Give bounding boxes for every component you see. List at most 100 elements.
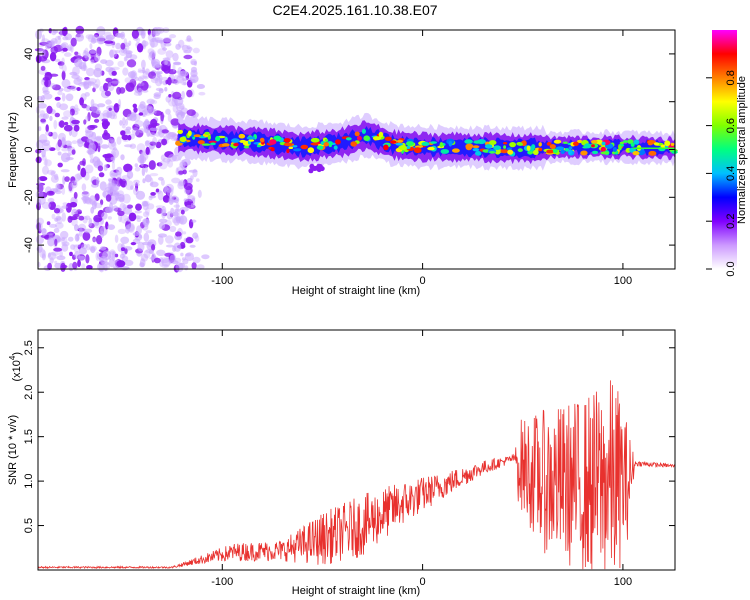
noise-blob — [116, 260, 126, 268]
noise-blob — [149, 141, 157, 146]
signal-hotspot — [439, 142, 444, 148]
noise-blob — [91, 131, 97, 140]
noise-blob — [67, 236, 74, 242]
noise-blob — [74, 233, 80, 242]
noise-blob — [166, 189, 170, 198]
noise-blob — [156, 162, 163, 167]
noise-blob — [98, 172, 105, 178]
noise-blob — [142, 201, 149, 211]
noise-blob — [122, 67, 129, 76]
noise-blob — [164, 60, 168, 66]
noise-blob — [170, 207, 175, 215]
noise-blob — [117, 228, 127, 235]
snr-y-tick-label: 2.0 — [23, 385, 35, 400]
colorbar-tick-label: 0.8 — [725, 70, 737, 85]
noise-blob — [58, 64, 64, 70]
noise-blob — [73, 180, 78, 184]
noise-blob — [143, 232, 150, 242]
noise-blob — [179, 179, 186, 186]
noise-blob — [35, 156, 42, 164]
noise-blob — [89, 245, 97, 252]
signal-hotspot — [224, 136, 228, 143]
noise-blob — [48, 41, 55, 48]
noise-blob — [100, 144, 109, 149]
noise-blob — [149, 181, 159, 188]
signal-hotspot — [568, 149, 572, 155]
signal-hotspot — [208, 140, 217, 144]
noise-blob — [125, 224, 130, 234]
noise-blob — [170, 118, 180, 126]
noise-blob — [180, 252, 184, 257]
noise-blob — [137, 77, 144, 82]
noise-blob — [135, 182, 139, 192]
noise-blob — [155, 39, 165, 43]
noise-blob — [141, 40, 149, 47]
noise-blob — [158, 235, 164, 245]
noise-blob — [62, 202, 68, 206]
signal-hotspot — [591, 150, 599, 155]
noise-blob — [147, 32, 157, 42]
noise-blob — [93, 67, 103, 78]
snr-y-tick-label: 1.0 — [23, 473, 35, 488]
noise-blob — [153, 257, 161, 264]
noise-blob — [90, 59, 95, 64]
colorbar-label: Normalized spectral amplitude — [736, 76, 748, 224]
noise-blob — [36, 183, 45, 192]
noise-blob — [114, 50, 121, 54]
spectrogram-frame — [37, 29, 676, 270]
noise-blob — [78, 247, 87, 255]
noise-blob — [172, 63, 176, 72]
noise-blob — [161, 76, 168, 81]
noise-blob — [38, 56, 48, 62]
noise-blob — [136, 143, 146, 153]
noise-blob — [84, 77, 90, 81]
noise-blob — [124, 259, 134, 266]
noise-blob — [131, 127, 140, 136]
noise-blob — [152, 27, 159, 35]
noise-blob — [135, 37, 141, 43]
signal-hotspot — [248, 139, 255, 142]
noise-blob — [74, 104, 79, 112]
snr-y-label: SNR (10 * v/v) — [7, 415, 19, 485]
noise-blob — [148, 71, 157, 79]
noise-blob — [162, 37, 173, 43]
noise-blob — [150, 99, 158, 105]
signal-hotspot — [612, 147, 618, 152]
noise-blob — [151, 37, 156, 43]
signal-hotspot — [500, 149, 509, 154]
noise-blob — [96, 26, 106, 36]
signal-hotspot — [627, 139, 634, 144]
noise-blob — [182, 231, 187, 235]
noise-blob — [92, 236, 97, 243]
noise-blob — [51, 28, 57, 36]
noise-blob — [41, 201, 52, 209]
noise-blob — [138, 75, 148, 79]
noise-blob — [41, 228, 47, 236]
noise-blob — [44, 78, 49, 88]
noise-blob — [58, 120, 65, 128]
noise-blob — [160, 111, 164, 122]
noise-blob — [134, 163, 138, 168]
signal-hotspot — [427, 146, 435, 151]
noise-blob — [46, 169, 57, 175]
noise-blob — [74, 51, 79, 56]
noise-blob — [143, 218, 150, 228]
signal-hotspot — [526, 145, 531, 151]
noise-blob — [94, 118, 100, 123]
noise-blob — [133, 107, 138, 113]
noise-blob — [71, 140, 78, 145]
noise-blob — [84, 92, 90, 97]
signal-hotspot — [577, 139, 583, 144]
noise-blob — [183, 198, 188, 202]
noise-blob — [77, 164, 81, 171]
signal-hotspot — [292, 145, 298, 148]
signal-hotspot — [231, 138, 240, 143]
signal-lobe — [318, 165, 324, 171]
noise-blob — [74, 173, 81, 182]
noise-blob — [155, 188, 160, 193]
noise-blob — [92, 156, 101, 167]
signal-hotspot — [494, 148, 501, 155]
noise-blob — [42, 165, 49, 175]
signal-hotspot — [601, 141, 606, 146]
